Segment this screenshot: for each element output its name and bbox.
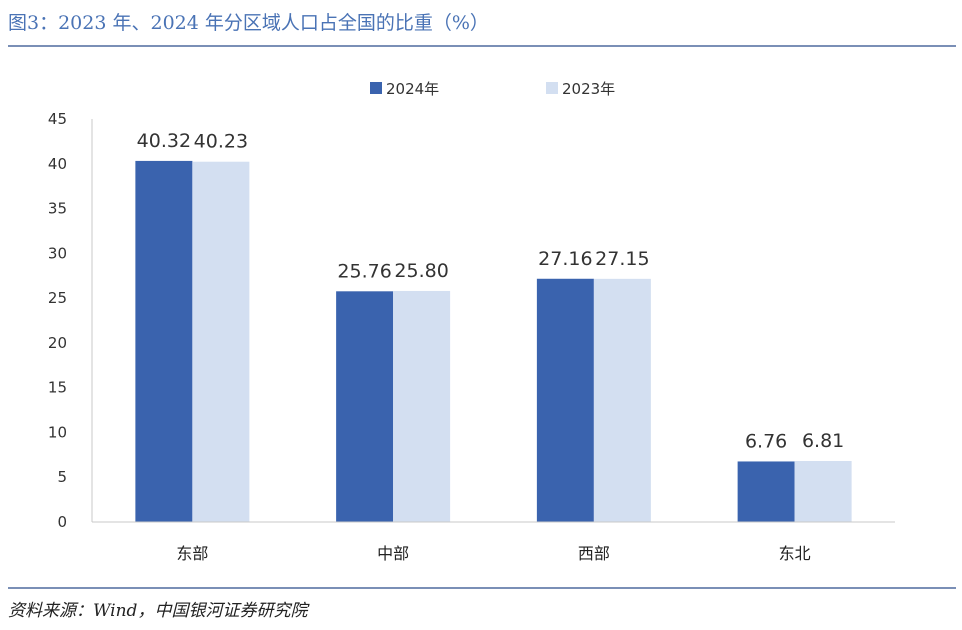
source-note: 资料来源：Wind，中国银河证券研究院 — [8, 601, 308, 621]
data-label: 40.23 — [194, 131, 248, 153]
y-tick-label: 45 — [48, 110, 67, 128]
figure-title: 图3：2023 年、2024 年分区域人口占全国的比重（%） — [8, 12, 489, 34]
x-tick-label: 中部 — [377, 544, 409, 563]
data-label: 25.76 — [337, 260, 391, 282]
y-tick-label: 0 — [57, 513, 67, 531]
data-labels: 40.32 40.23 25.76 25.80 27.16 27.15 6.76 6.81 — [137, 130, 845, 453]
y-tick-label: 40 — [48, 155, 67, 173]
source-rule — [8, 587, 956, 589]
bar — [737, 461, 795, 522]
legend-label: 2024年 — [386, 80, 439, 98]
y-tick-label: 10 — [48, 423, 67, 441]
x-tick-label: 西部 — [578, 544, 610, 563]
legend-swatch — [370, 82, 382, 94]
bar — [794, 461, 852, 522]
bar — [336, 291, 394, 522]
bar — [593, 278, 651, 522]
title-rule — [8, 45, 956, 47]
x-tick-label: 东北 — [779, 544, 811, 563]
data-label: 6.76 — [745, 430, 787, 452]
y-tick-label: 15 — [48, 379, 67, 397]
y-axis: 0 5 10 15 20 25 30 35 40 45 — [48, 110, 93, 531]
bar — [393, 290, 451, 522]
y-tick-label: 20 — [48, 334, 67, 352]
data-label: 25.80 — [394, 260, 448, 282]
x-axis: 东部 中部 西部 东北 — [92, 521, 895, 563]
y-tick-label: 5 — [57, 468, 67, 486]
x-tick-label: 东部 — [176, 544, 208, 563]
y-tick-label: 25 — [48, 289, 67, 307]
bar — [192, 161, 250, 522]
y-tick-label: 35 — [48, 200, 67, 218]
legend: 2024年 2023年 — [370, 80, 615, 98]
bar — [135, 160, 193, 523]
data-label: 27.15 — [595, 248, 649, 270]
data-label: 40.32 — [137, 130, 191, 152]
data-label: 6.81 — [802, 430, 844, 452]
legend-swatch — [546, 82, 558, 94]
bars — [135, 160, 852, 523]
bar-chart: 2024年 2023年 0 5 10 15 20 25 30 35 40 45 40.32 40.23… — [48, 80, 895, 563]
y-tick-label: 30 — [48, 244, 67, 262]
bar — [536, 278, 594, 522]
legend-label: 2023年 — [562, 80, 615, 98]
data-label: 27.16 — [538, 248, 592, 270]
